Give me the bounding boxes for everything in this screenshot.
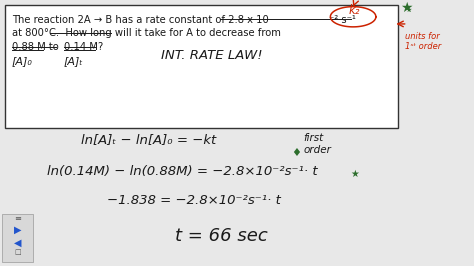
Text: −1.838 = −2.8×10⁻²s⁻¹· t: −1.838 = −2.8×10⁻²s⁻¹· t [107,194,281,207]
Text: [A]ₜ: [A]ₜ [64,56,83,66]
Text: INT. RATE LAW!: INT. RATE LAW! [161,49,263,62]
Text: ⁻² s⁻¹: ⁻² s⁻¹ [329,15,356,25]
Text: k₂: k₂ [348,4,360,17]
Text: ▶: ▶ [14,225,21,235]
Text: [A]₀: [A]₀ [12,56,33,66]
FancyBboxPatch shape [2,214,33,262]
Text: ≡: ≡ [14,214,21,223]
Text: ln[A]ₜ − ln[A]₀ = −kt: ln[A]ₜ − ln[A]₀ = −kt [81,133,216,146]
Text: □: □ [14,249,21,255]
Text: t = 66 sec: t = 66 sec [175,227,268,246]
Text: ?: ? [97,42,102,52]
Text: ★: ★ [405,7,411,13]
Text: ★: ★ [351,169,359,179]
Text: ★: ★ [401,1,413,15]
FancyBboxPatch shape [5,5,398,128]
Text: ln(0.14M) − ln(0.88M) = −2.8×10⁻²s⁻¹· t: ln(0.14M) − ln(0.88M) = −2.8×10⁻²s⁻¹· t [47,165,318,178]
Text: The reaction 2A → B has a rate constant of 2.8 x 10: The reaction 2A → B has a rate constant … [12,15,269,25]
Text: ♦: ♦ [292,148,301,158]
Text: units for
1ˢᵗ order: units for 1ˢᵗ order [405,32,441,51]
Text: ◀: ◀ [14,237,21,247]
Text: 0.88 M to: 0.88 M to [12,42,59,52]
Text: at 800°C.  How long will it take for A to decrease from: at 800°C. How long will it take for A to… [12,28,281,38]
Text: first
order: first order [303,133,331,155]
Text: 0.14 M: 0.14 M [64,42,98,52]
